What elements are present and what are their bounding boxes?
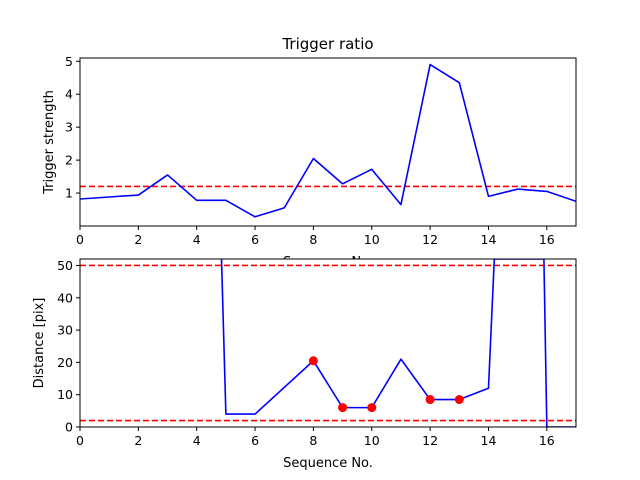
- x-tick-label: 14: [481, 433, 497, 448]
- x-tick-label: 0: [76, 232, 84, 247]
- y-tick-label: 30: [57, 323, 73, 338]
- distance-panel: 0 2 4 6 8 10 12 14 16 0 10 20 30 40 50 Sequence No. Di…: [32, 258, 577, 471]
- x-tick-label: 2: [134, 232, 142, 247]
- y-tick-label: 10: [57, 387, 73, 402]
- plot-background-bottom: [80, 259, 576, 427]
- plot-area-bottom: [80, 259, 576, 427]
- axes-bottom: 0 2 4 6 8 10 12 14 16 0 10 20 30 40 50: [57, 258, 555, 448]
- x-axis-label-bottom: Sequence No.: [283, 456, 373, 471]
- y-tick-label: 50: [57, 258, 73, 273]
- y-tick-label: 0: [65, 420, 73, 435]
- x-tick-label: 2: [134, 433, 142, 448]
- x-tick-label: 16: [539, 433, 555, 448]
- x-tick-label: 10: [364, 433, 380, 448]
- x-tick-label: 0: [76, 433, 84, 448]
- y-tick-label: 40: [57, 290, 73, 305]
- data-point-marker: [425, 395, 435, 405]
- data-point-marker: [454, 395, 464, 405]
- y-tick-label: 20: [57, 355, 73, 370]
- x-tick-label: 6: [251, 232, 259, 247]
- axes-frame-top: [79, 57, 577, 227]
- y-tick-label: 5: [65, 54, 73, 69]
- y-axis-label-top: Trigger strength: [42, 90, 57, 195]
- series-line-1: [80, 63, 576, 218]
- x-tick-label: 12: [422, 232, 438, 247]
- x-tick-label: 4: [193, 433, 201, 448]
- y-axis-label-bottom: Distance [pix]: [32, 298, 47, 389]
- x-tick-label: 12: [422, 433, 438, 448]
- data-point-marker: [338, 403, 348, 413]
- series-line-1: [220, 259, 576, 427]
- data-point-marker: [367, 403, 377, 413]
- plot-area-top: [80, 63, 576, 218]
- data-point-marker: [308, 356, 318, 366]
- y-tick-label: 4: [65, 87, 73, 102]
- x-tick-label: 4: [193, 232, 201, 247]
- chart-title: Trigger ratio: [281, 35, 373, 53]
- axes-frame-bottom: [79, 258, 577, 428]
- x-tick-label: 8: [309, 433, 317, 448]
- x-tick-label: 6: [251, 433, 259, 448]
- x-tick-label: 16: [539, 232, 555, 247]
- x-tick-label: 10: [364, 232, 380, 247]
- x-tick-label: 14: [481, 232, 497, 247]
- x-tick-label: 8: [309, 232, 317, 247]
- y-tick-label: 1: [65, 186, 73, 201]
- y-tick-label: 2: [65, 153, 73, 168]
- y-tick-label: 3: [65, 120, 73, 135]
